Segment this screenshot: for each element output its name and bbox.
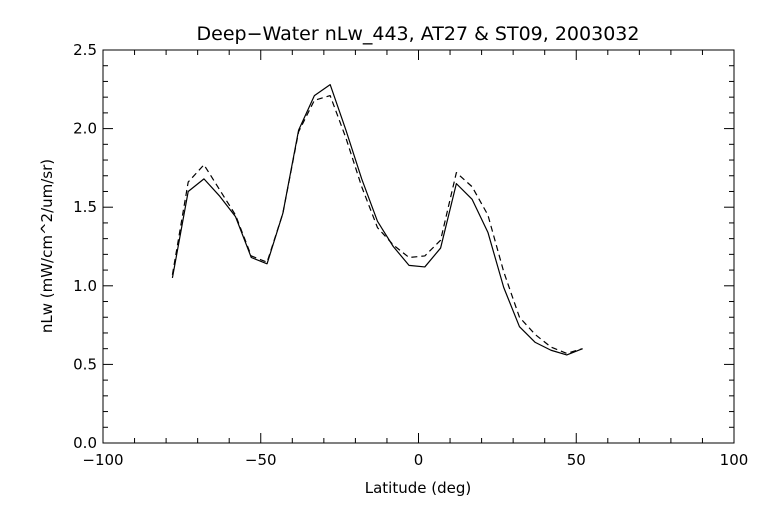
y-tick-label: 1.0 <box>73 277 97 295</box>
y-tick-label: 2.0 <box>73 120 97 138</box>
y-tick-label: 0.0 <box>73 434 97 452</box>
x-tick-label: −50 <box>245 451 277 469</box>
x-tick-label: 50 <box>567 451 586 469</box>
axis-ticks <box>102 49 735 444</box>
x-tick-label: 100 <box>720 451 749 469</box>
y-axis-label: nLw (mW/cm^2/um/sr) <box>38 159 56 333</box>
x-tick-label: 0 <box>414 451 424 469</box>
series-line-solid <box>171 83 583 356</box>
x-axis-label: Latitude (deg) <box>365 479 471 497</box>
y-tick-label: 2.5 <box>73 41 97 59</box>
chart-title: Deep−Water nLw_443, AT27 & ST09, 2003032 <box>197 23 640 45</box>
y-tick-label: 0.5 <box>73 355 97 373</box>
tick-labels: −100 −50 0 50 100 0.0 0.5 1.0 1.5 2.0 2.5 <box>73 41 748 469</box>
plot-frame <box>102 49 735 444</box>
y-tick-label: 1.5 <box>73 198 97 216</box>
series-line-dashed <box>171 94 583 354</box>
series-lines <box>171 83 583 356</box>
x-tick-label: −100 <box>82 451 123 469</box>
